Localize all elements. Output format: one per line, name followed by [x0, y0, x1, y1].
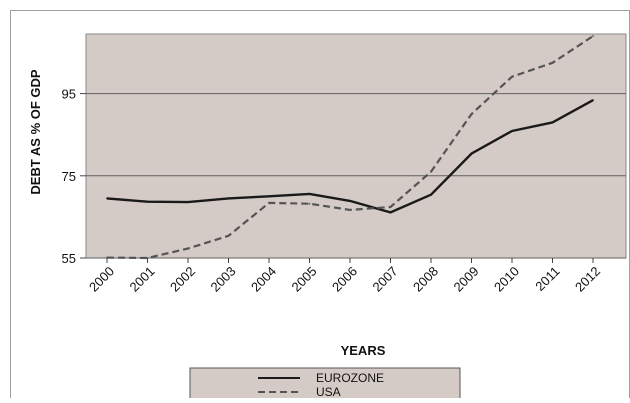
y-tick-label: 55: [62, 251, 76, 266]
legend-label-usa: USA: [316, 385, 341, 398]
data-point-usa-2003: [227, 234, 230, 237]
data-point-usa-2000: [106, 256, 108, 259]
legend: EUROZONE USA: [189, 367, 461, 403]
legend-label-eurozone: EUROZONE: [316, 371, 384, 385]
data-point-usa-2002: [187, 247, 189, 250]
data-point-eurozone-2010: [511, 130, 513, 132]
data-point-usa-2006: [349, 209, 351, 211]
data-point-eurozone-2005: [308, 192, 311, 195]
y-tick-label: 95: [62, 87, 76, 102]
data-point-usa-2011: [551, 61, 554, 64]
data-point-eurozone-2007: [389, 211, 392, 214]
data-point-eurozone-2008: [430, 193, 432, 196]
data-point-eurozone-2012: [592, 99, 594, 102]
legend-box: [189, 367, 461, 403]
y-tick-labels: 55 75 95: [62, 87, 86, 266]
series-lines: [106, 35, 594, 260]
data-point-eurozone-2009: [470, 152, 473, 155]
grid-lines: [86, 93, 626, 259]
data-point-usa-2010: [511, 75, 513, 78]
x-axis-title: YEARS: [341, 343, 386, 358]
data-point-eurozone-2004: [268, 195, 270, 198]
data-point-usa-2005: [308, 202, 311, 205]
data-point-eurozone-2011: [551, 121, 554, 124]
data-point-eurozone-2003: [227, 197, 230, 200]
plot-area: [85, 33, 627, 259]
data-point-usa-2009: [470, 113, 473, 116]
data-point-usa-2007: [389, 206, 392, 208]
data-point-usa-2012: [592, 35, 594, 37]
data-point-eurozone-2002: [187, 201, 189, 204]
data-point-usa-2008: [430, 170, 432, 173]
y-tick-label: 75: [62, 169, 76, 184]
y-axis-title: DEBT AS % OF GDP: [28, 69, 43, 195]
data-point-eurozone-2006: [349, 199, 351, 202]
data-point-eurozone-2000: [106, 197, 108, 200]
data-point-eurozone-2001: [146, 200, 149, 203]
data-point-usa-2001: [146, 257, 149, 259]
data-point-usa-2004: [268, 202, 270, 204]
